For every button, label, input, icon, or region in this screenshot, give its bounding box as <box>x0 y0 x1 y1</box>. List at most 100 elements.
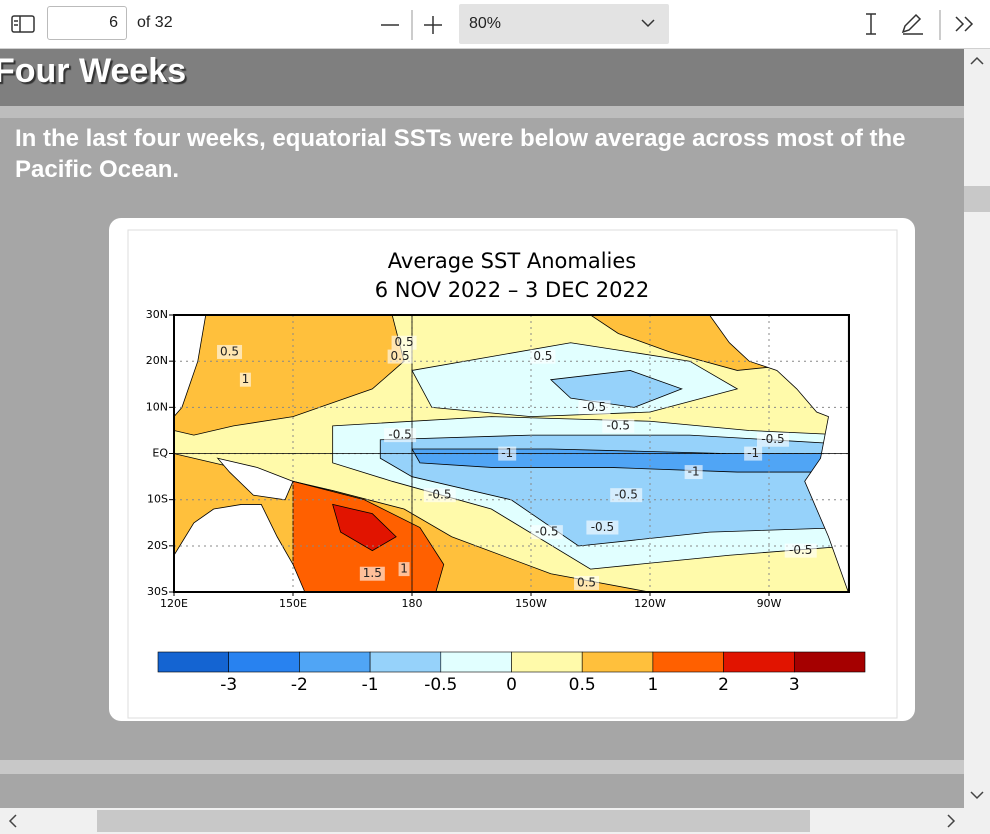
text-select-tool[interactable] <box>866 13 876 35</box>
contour-label: 0.5 <box>577 575 596 589</box>
more-tools[interactable] <box>955 16 974 32</box>
colorbar-label: 3 <box>789 675 800 695</box>
colorbar-swatch <box>228 651 300 673</box>
contour-label: 0.5 <box>220 344 239 358</box>
zoom-chevron[interactable] <box>641 19 655 28</box>
lat-label: 30S <box>147 585 168 598</box>
land-newguinea <box>216 457 294 501</box>
toolbar-icons <box>11 10 974 40</box>
contour-label-bg <box>574 575 600 590</box>
figure-subtitle: 6 NOV 2022 – 3 DEC 2022 <box>375 278 650 302</box>
contour-label-bg <box>784 543 817 558</box>
contour-label: -0.5 <box>388 428 411 442</box>
colorbar-swatch <box>723 651 795 673</box>
lat-label: 10N <box>146 400 168 413</box>
land-asia <box>174 315 207 418</box>
contour-label: -1 <box>747 446 759 460</box>
contour-label-bg <box>217 344 243 359</box>
heading-band <box>0 49 964 106</box>
contour-label: -0.5 <box>591 520 614 534</box>
colorbar-label: -2 <box>291 675 308 695</box>
page-number-input[interactable]: 6 <box>47 6 127 40</box>
slide-body: In the last four weeks, equatorial SSTs … <box>15 125 906 183</box>
vertical-scrollbar[interactable] <box>964 49 990 808</box>
colorbar-label: 0.5 <box>569 675 596 695</box>
contour-label: 1.5 <box>363 566 382 580</box>
contour-label-bg <box>610 488 643 503</box>
toolbar: 6 of 32 80% <box>0 0 990 49</box>
contour-label-bg <box>530 525 563 540</box>
contour-label-bg <box>387 349 413 364</box>
contour-label-bg <box>744 446 763 461</box>
zoom-select[interactable]: 80% <box>459 4 669 44</box>
cool-north-spot <box>549 370 683 408</box>
scroll-arrows <box>970 56 984 800</box>
colorbar-label: -1 <box>362 675 379 695</box>
next-page <box>0 774 964 808</box>
contour-label-bg <box>684 465 703 480</box>
lon-label: 120E <box>160 597 188 610</box>
contour-label-bg <box>756 432 789 447</box>
land-australia <box>174 504 306 592</box>
sidebar-toggle[interactable] <box>11 15 35 33</box>
colorbar-label: 1 <box>647 675 658 695</box>
contour-label-bg <box>384 428 417 443</box>
contour-label-bg <box>578 400 611 415</box>
divider <box>0 106 964 118</box>
contour-label-bg <box>586 520 619 535</box>
contour-label-bg <box>423 488 456 503</box>
scroll-arrows <box>8 814 956 828</box>
colorbar-swatch <box>793 651 866 673</box>
slide-heading: Four Weeks <box>0 52 187 90</box>
contour-label-bg <box>498 446 517 461</box>
contour-label: -0.5 <box>761 432 784 446</box>
contour-label-bg <box>602 418 635 433</box>
colorbar-swatch <box>652 651 724 673</box>
lon-label: 150W <box>515 597 547 610</box>
slide-bottom <box>0 760 964 774</box>
sst-map: 0.50.50.5 0.51-0.5-0.5-0.5-1-1-1-0.5-0.5-… <box>173 314 850 593</box>
contour-label-bg <box>530 349 556 364</box>
contour-label: -0.5 <box>607 418 630 432</box>
lat-label: EQ <box>152 447 168 460</box>
contour-label: 0.5 <box>395 335 414 349</box>
contour-label: 0.5 <box>533 349 552 363</box>
contour-label: -0.5 <box>428 488 451 502</box>
colorbar-swatch <box>299 651 371 673</box>
lat-label: 20N <box>146 354 168 367</box>
contour-label: 0.5 <box>391 349 410 363</box>
contour-label-bg <box>359 566 385 581</box>
contour-label: -0.5 <box>535 525 558 539</box>
lon-label: 120W <box>634 597 666 610</box>
lat-label: 20S <box>147 539 168 552</box>
figure-card: Average SST Anomalies 6 NOV 2022 – 3 DEC … <box>109 218 915 721</box>
scroll-thumb[interactable] <box>97 810 810 832</box>
contour-label: -0.5 <box>614 488 637 502</box>
colorbar-label: 2 <box>718 675 729 695</box>
colder-band <box>411 448 849 473</box>
contour-label: -1 <box>688 465 700 479</box>
lon-label: 90W <box>757 597 782 610</box>
colorbar-label: 0 <box>506 675 517 695</box>
zoom-value: 80% <box>469 15 502 32</box>
colorbar-swatch <box>440 651 512 673</box>
colorbar-swatch <box>511 651 583 673</box>
contour-label: 1 <box>400 562 408 576</box>
draw-tool[interactable] <box>901 13 923 35</box>
scroll-thumb[interactable] <box>964 186 990 212</box>
land-americas <box>709 315 849 592</box>
contour-label: -1 <box>501 446 513 460</box>
lon-label: 180 <box>402 597 423 610</box>
zoom-in[interactable] <box>424 16 442 34</box>
page-count: of 32 <box>137 14 173 31</box>
contour-label-bg <box>239 372 251 387</box>
lat-label: 30N <box>146 308 168 321</box>
contour-label-bg <box>391 335 417 350</box>
contour-label: -0.5 <box>583 400 606 414</box>
hotter-coral <box>332 503 397 552</box>
lat-label: 10S <box>147 493 168 506</box>
colorbar-swatch <box>369 651 442 673</box>
colorbar-swatch <box>157 651 229 673</box>
contour-label: 1 <box>242 372 250 386</box>
